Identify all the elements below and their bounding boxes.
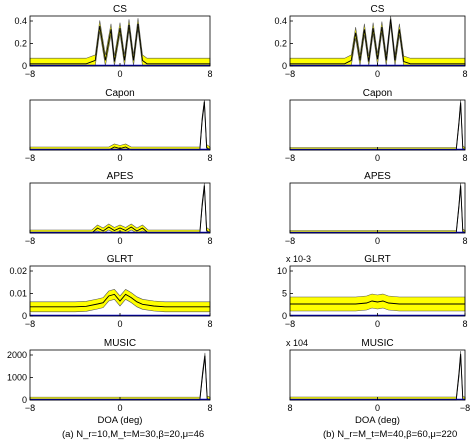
- y-tick-label: 0: [22, 395, 27, 405]
- x-tick-label: 8: [462, 153, 467, 163]
- mean-line: [290, 102, 466, 151]
- x-tick-label: −8: [25, 319, 35, 329]
- subplot-title: GLRT: [364, 254, 391, 265]
- x-tick-label: −8: [25, 236, 35, 246]
- x-axis-label: DOA (deg): [98, 415, 143, 426]
- y-tick-label: 0: [282, 61, 287, 71]
- x-tick-label: 0: [117, 153, 122, 163]
- subplot-b-music: MUSIC x 104 8 0 −8 DOA (deg): [286, 338, 470, 426]
- subplot-a-apes: APES −8 0 8: [25, 171, 213, 246]
- confidence-band: [289, 182, 466, 234]
- y-tick-label: 5: [282, 289, 287, 299]
- y-tick-label: 0.2: [14, 39, 27, 49]
- mean-line: [290, 353, 466, 401]
- caption-right: (b) N_r=M_t=M=40,β=60,μ=220: [323, 429, 458, 440]
- subplot-title: APES: [107, 171, 134, 182]
- x-tick-label: 0: [375, 403, 380, 413]
- y-tick-label: 0: [22, 311, 27, 321]
- subplot-title: MUSIC: [104, 338, 136, 349]
- y-tick-label: 10: [277, 266, 287, 276]
- mean-line: [30, 355, 211, 401]
- x-tick-label: 0: [117, 69, 122, 79]
- x-tick-label: 8: [462, 69, 467, 79]
- subplot-title: Capon: [105, 88, 134, 99]
- y-tick-label: 2000: [7, 350, 27, 360]
- x-tick-label: −8: [25, 153, 35, 163]
- confidence-band: [29, 99, 211, 151]
- x-tick-label: 0: [117, 236, 122, 246]
- x-tick-label: 8: [207, 236, 212, 246]
- x-tick-label: 0: [375, 153, 380, 163]
- x-tick-label: −8: [285, 153, 295, 163]
- mean-line: [30, 185, 211, 234]
- mean-line: [30, 23, 210, 65]
- mean-line: [290, 19, 465, 65]
- y-tick-label: 0: [22, 61, 27, 71]
- x-tick-label: 0: [375, 319, 380, 329]
- x-tick-label: 8: [287, 403, 292, 413]
- x-tick-label: −8: [285, 236, 295, 246]
- x-axis-label: DOA (deg): [355, 415, 400, 426]
- x-tick-label: 0: [117, 319, 122, 329]
- axes-frame: [29, 99, 211, 151]
- mean-line: [290, 300, 465, 305]
- confidence-band: [289, 350, 466, 401]
- x-tick-label: 8: [462, 236, 467, 246]
- axes-frame: [289, 99, 466, 151]
- axis-multiplier: x 10-3: [286, 254, 311, 264]
- subplot-title: APES: [364, 171, 391, 182]
- subplot-title: CS: [371, 4, 385, 15]
- confidence-band: [29, 352, 211, 401]
- subplot-title: GLRT: [107, 254, 134, 265]
- y-tick-label: 0: [282, 311, 287, 321]
- x-tick-label: 8: [207, 319, 212, 329]
- y-tick-label: 0.01: [9, 289, 27, 299]
- x-tick-label: −8: [25, 403, 35, 413]
- x-tick-label: 8: [207, 153, 212, 163]
- x-tick-label: −8: [285, 319, 295, 329]
- confidence-band: [289, 293, 466, 312]
- mean-line: [30, 293, 210, 308]
- y-tick-label: 0.4: [14, 16, 27, 26]
- confidence-band: [29, 18, 211, 67]
- y-tick-label: 1000: [7, 373, 27, 383]
- subplot-b-apes: APES −8 0 8: [285, 171, 468, 246]
- axes-frame: [29, 349, 211, 401]
- x-tick-label: −8: [460, 403, 470, 413]
- subplot-a-capon: Capon −8 0 8: [25, 88, 213, 163]
- x-tick-label: −8: [285, 69, 295, 79]
- axis-multiplier: x 104: [286, 338, 308, 348]
- x-tick-label: 8: [207, 69, 212, 79]
- x-tick-label: 8: [207, 403, 212, 413]
- mean-line: [30, 101, 211, 151]
- y-tick-label: 0.02: [9, 266, 27, 276]
- x-tick-label: −8: [25, 69, 35, 79]
- subplot-title: Capon: [363, 88, 392, 99]
- confidence-band: [29, 182, 211, 234]
- confidence-band: [289, 99, 466, 151]
- mean-line: [290, 185, 466, 234]
- axes-frame: [289, 349, 466, 401]
- subplot-b-capon: Capon −8 0 8: [285, 88, 468, 163]
- y-tick-label: 0.4: [274, 16, 287, 26]
- x-tick-label: 8: [462, 319, 467, 329]
- subplot-title: MUSIC: [361, 338, 393, 349]
- axes-frame: [289, 182, 466, 234]
- x-tick-label: 0: [375, 236, 380, 246]
- y-tick-label: 0.2: [274, 39, 287, 49]
- subplot-title: CS: [113, 4, 127, 15]
- x-tick-label: 0: [375, 69, 380, 79]
- caption-left: (a) N_r=10,M_t=M=30,β=20,μ=46: [62, 429, 205, 440]
- x-tick-label: 0: [117, 403, 122, 413]
